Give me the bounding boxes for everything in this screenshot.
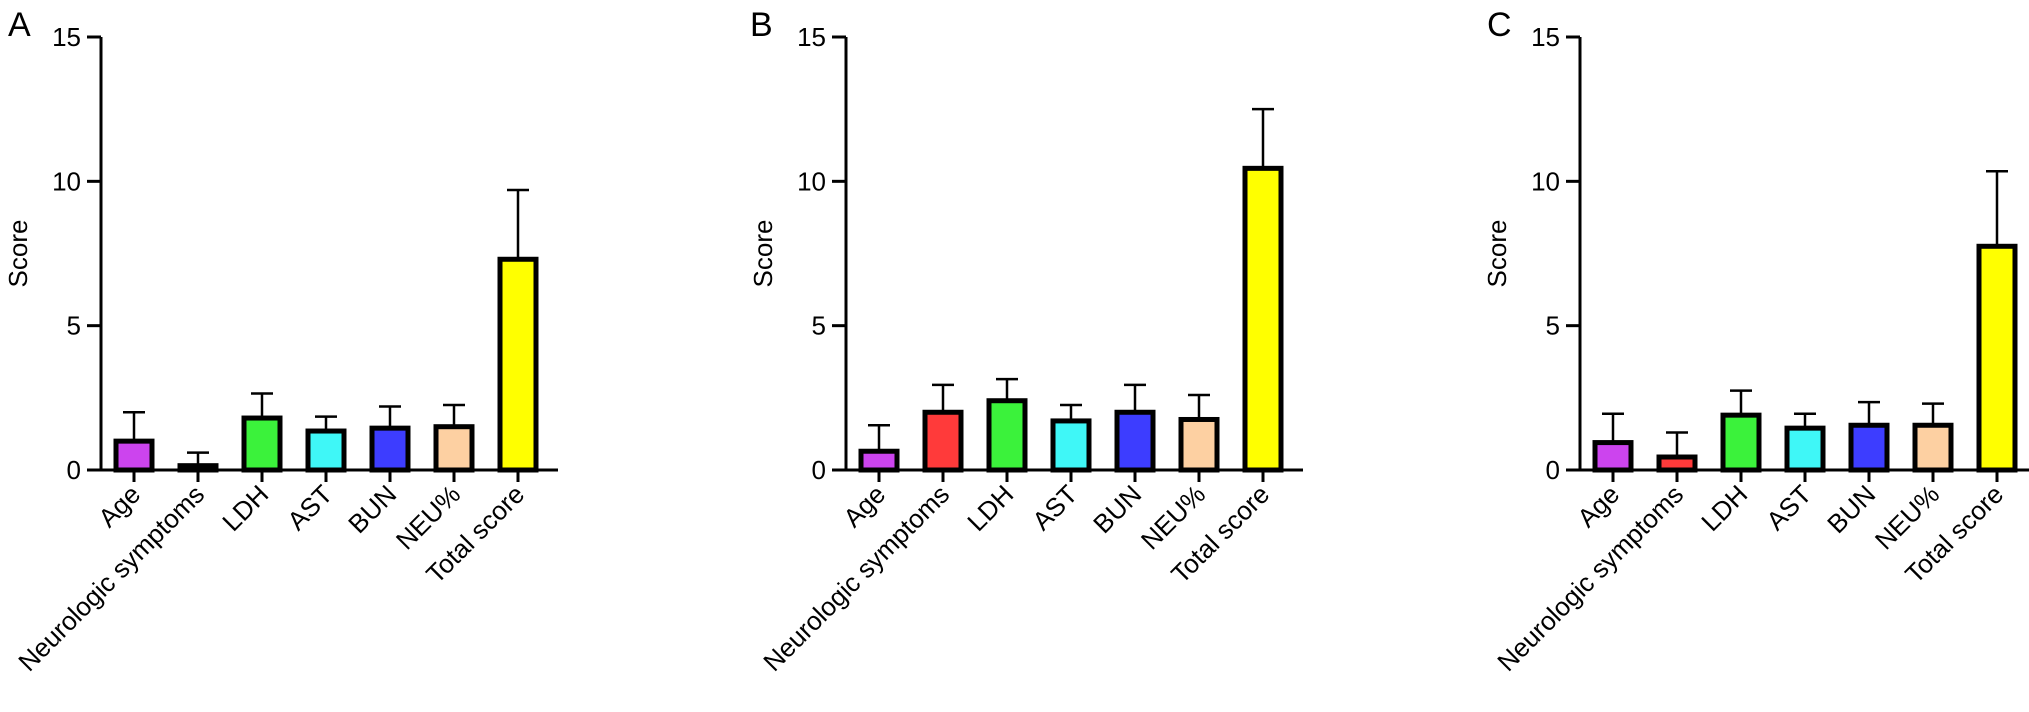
y-tick-label: 0 xyxy=(812,455,826,485)
panel-letter: C xyxy=(1487,6,1512,44)
bar xyxy=(1912,422,1954,473)
x-tick-label: LDH xyxy=(1695,479,1753,537)
bar xyxy=(922,409,964,473)
y-tick-label: 5 xyxy=(67,311,81,341)
y-tick-label: 15 xyxy=(52,22,81,52)
y-tick-label: 10 xyxy=(1531,166,1560,196)
bar xyxy=(1976,243,2018,473)
bar xyxy=(1656,454,1698,473)
y-tick-label: 5 xyxy=(812,311,826,341)
panel-letter: A xyxy=(8,6,31,44)
bar xyxy=(1242,165,1284,473)
bar xyxy=(986,398,1028,473)
y-tick-label: 10 xyxy=(52,166,81,196)
bar xyxy=(1178,416,1220,473)
y-tick-label: 10 xyxy=(797,166,826,196)
y-tick-label: 0 xyxy=(1546,455,1560,485)
bar xyxy=(1848,422,1890,473)
bar xyxy=(1114,409,1156,473)
bar xyxy=(1592,440,1634,473)
y-tick-label: 5 xyxy=(1546,311,1560,341)
bar xyxy=(1050,418,1092,473)
bar xyxy=(497,256,539,473)
bar xyxy=(177,463,219,473)
x-tick-label: AST xyxy=(281,479,338,536)
bar xyxy=(1784,425,1826,473)
y-tick-label: 0 xyxy=(67,455,81,485)
y-tick-label: 15 xyxy=(1531,22,1560,52)
x-tick-label: AST xyxy=(1026,479,1083,536)
x-tick-label: Age xyxy=(1571,479,1625,533)
y-axis-label: Score xyxy=(3,220,33,288)
bar xyxy=(113,438,155,473)
y-tick-label: 15 xyxy=(797,22,826,52)
bar xyxy=(305,428,347,473)
y-axis-label: Score xyxy=(748,220,778,288)
bar xyxy=(858,448,900,473)
panel-letter: B xyxy=(750,6,773,44)
y-axis-label: Score xyxy=(1482,220,1512,288)
x-tick-label: Age xyxy=(837,479,891,533)
bar xyxy=(241,415,283,473)
x-tick-label: LDH xyxy=(216,479,274,537)
bar xyxy=(369,425,411,473)
x-tick-label: Age xyxy=(92,479,146,533)
bar xyxy=(433,424,475,473)
x-tick-label: LDH xyxy=(961,479,1019,537)
bar xyxy=(1720,412,1762,473)
x-tick-label: AST xyxy=(1760,479,1817,536)
